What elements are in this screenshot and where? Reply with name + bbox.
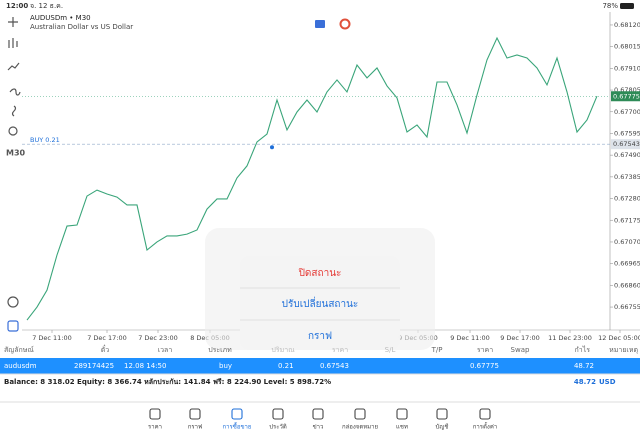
column-header: สัญลักษณ์ [4,346,34,354]
positions-table: สัญลักษณ์ ตั๋ว เวลา ประเภท ปริมาณ ราคา S/L T/P ร… [4,345,638,370]
close-position[interactable]: ปิดสถานะ [298,268,341,279]
nav-icon[interactable] [396,408,408,420]
y-tick-label: 0.68120 [614,21,640,29]
shapes-tool[interactable] [8,126,18,136]
chart: 0.68120 0.68015 0.67910 0.67805 0.67700 0.675… [22,21,640,342]
one-click-tool[interactable] [7,320,19,332]
currency: USD [599,378,616,386]
status-battery: 78% [602,2,618,10]
nav-label[interactable]: บัญชี [436,423,449,431]
position-row-bg[interactable] [0,358,640,374]
nav-label[interactable]: กล่องจดหมาย [342,424,378,431]
position-price-label: 0.67543 [613,140,640,148]
nav-label[interactable]: การตั้งค่า [473,421,497,431]
y-tick-label: 0.66860 [614,281,640,289]
crosshair-tool[interactable] [8,17,18,27]
bid-label: 0.67775 [613,92,640,100]
cell-open-price: 0.67543 [320,362,349,370]
left-toolbar [7,17,21,332]
function-tool[interactable] [11,105,17,117]
status-time: 12:00 [6,2,28,10]
status-date: จ. 12 ธ.ค. [30,2,63,10]
zoom-tool[interactable] [7,296,19,308]
indicator-tool[interactable] [7,62,20,71]
nav-label[interactable]: ราคา [148,424,162,431]
y-tick-label: 0.67595 [614,129,640,137]
y-tick-label: 0.67070 [614,238,640,246]
column-header: เวลา [158,346,173,354]
cell-symbol: audusdm [4,362,37,370]
battery-icon [620,3,634,9]
y-tick-label: 0.67910 [614,64,640,72]
y-tick-label: 0.68015 [614,43,640,51]
column-header: ประเภท [208,346,232,354]
position-label: BUY 0.21 [30,136,60,144]
column-header: หมายเหตุ [609,346,638,354]
cell-profit: 48.72 [574,362,594,370]
x-tick-label: 7 Dec 17:00 [87,334,127,342]
timeframe[interactable]: M30 [6,149,26,158]
popup-menu [240,256,400,350]
column-header: ราคา [332,346,348,354]
symbol-title: AUDUSDm • M30 [30,14,91,22]
flag-icon[interactable] [315,20,325,28]
x-tick-label: 9 Dec 11:00 [450,334,490,342]
nav-label[interactable]: ข่าว [313,424,324,431]
position-tag [611,139,640,150]
popup-layer: ปิดสถานะ ปรับเปลี่ยนสถานะ กราฟ [205,228,435,350]
column-header: ตั๋ว [101,345,110,354]
x-tick-label: 9 Dec 17:00 [500,334,540,342]
symbol-subtitle: Australian Dollar vs US Dollar [30,23,133,31]
cell-ticket: 289174425 [74,362,114,370]
y-tick-label: 0.67700 [614,108,640,116]
y-tick-label: 0.67280 [614,195,640,203]
nav-icon[interactable] [436,408,448,420]
chart-type-tool[interactable] [8,38,18,48]
column-header: กำไร [575,345,591,354]
x-tick-label: 7 Dec 11:00 [32,334,72,342]
bottom-nav: ราคา กราฟ การซื้อขาย ประวัติ ข่าว กล่องจดหมาย… [148,408,497,431]
y-tick-label: 0.66755 [614,303,640,311]
nav-label[interactable]: แชท [396,424,408,431]
cell-price: 0.67775 [470,362,499,370]
nav-icon[interactable] [312,408,324,420]
cell-volume: 0.21 [278,362,294,370]
objects-tool[interactable] [9,88,21,96]
column-header: ปริมาณ [271,346,295,354]
x-tick-label: 11 Dec 23:00 [548,334,592,342]
nav-icon[interactable] [272,408,284,420]
cell-time: 12.08 14:50 [124,362,166,370]
column-header: S/L [385,346,396,354]
nav-label[interactable]: กราฟ [188,424,202,431]
x-tick-label: 7 Dec 23:00 [138,334,178,342]
open-chart[interactable]: กราฟ [308,331,332,342]
column-header: T/P [431,346,443,354]
nav-icon[interactable] [231,408,243,420]
nav-icon[interactable] [189,408,201,420]
nav-label[interactable]: ประวัติ [269,424,287,431]
account-summary: Balance: 8 318.02 Equity: 8 366.74 หลักป… [4,378,331,386]
bid-tag [611,91,640,102]
y-tick-label: 0.67490 [614,151,640,159]
y-tick-label: 0.67175 [614,216,640,224]
x-tick-label: 12 Dec 05:00 [598,334,640,342]
cell-type: buy [219,362,232,370]
total-profit: 48.72 [574,378,596,386]
y-tick-label: 0.67385 [614,173,640,181]
y-tick-label: 0.66965 [614,260,640,268]
modify-position[interactable]: ปรับเปลี่ยนสถานะ [282,296,359,310]
entry-marker [270,145,274,150]
price-line [26,36,598,321]
column-header: Swap [511,346,530,354]
column-header: ราคา [477,346,493,354]
nav-label[interactable]: การซื้อขาย [223,421,252,431]
nav-icon[interactable] [354,408,366,420]
nav-icon[interactable] [149,408,161,420]
y-tick-label: 0.67805 [614,86,640,94]
nav-icon[interactable] [479,408,491,420]
quick-trade-icon[interactable] [339,18,351,30]
